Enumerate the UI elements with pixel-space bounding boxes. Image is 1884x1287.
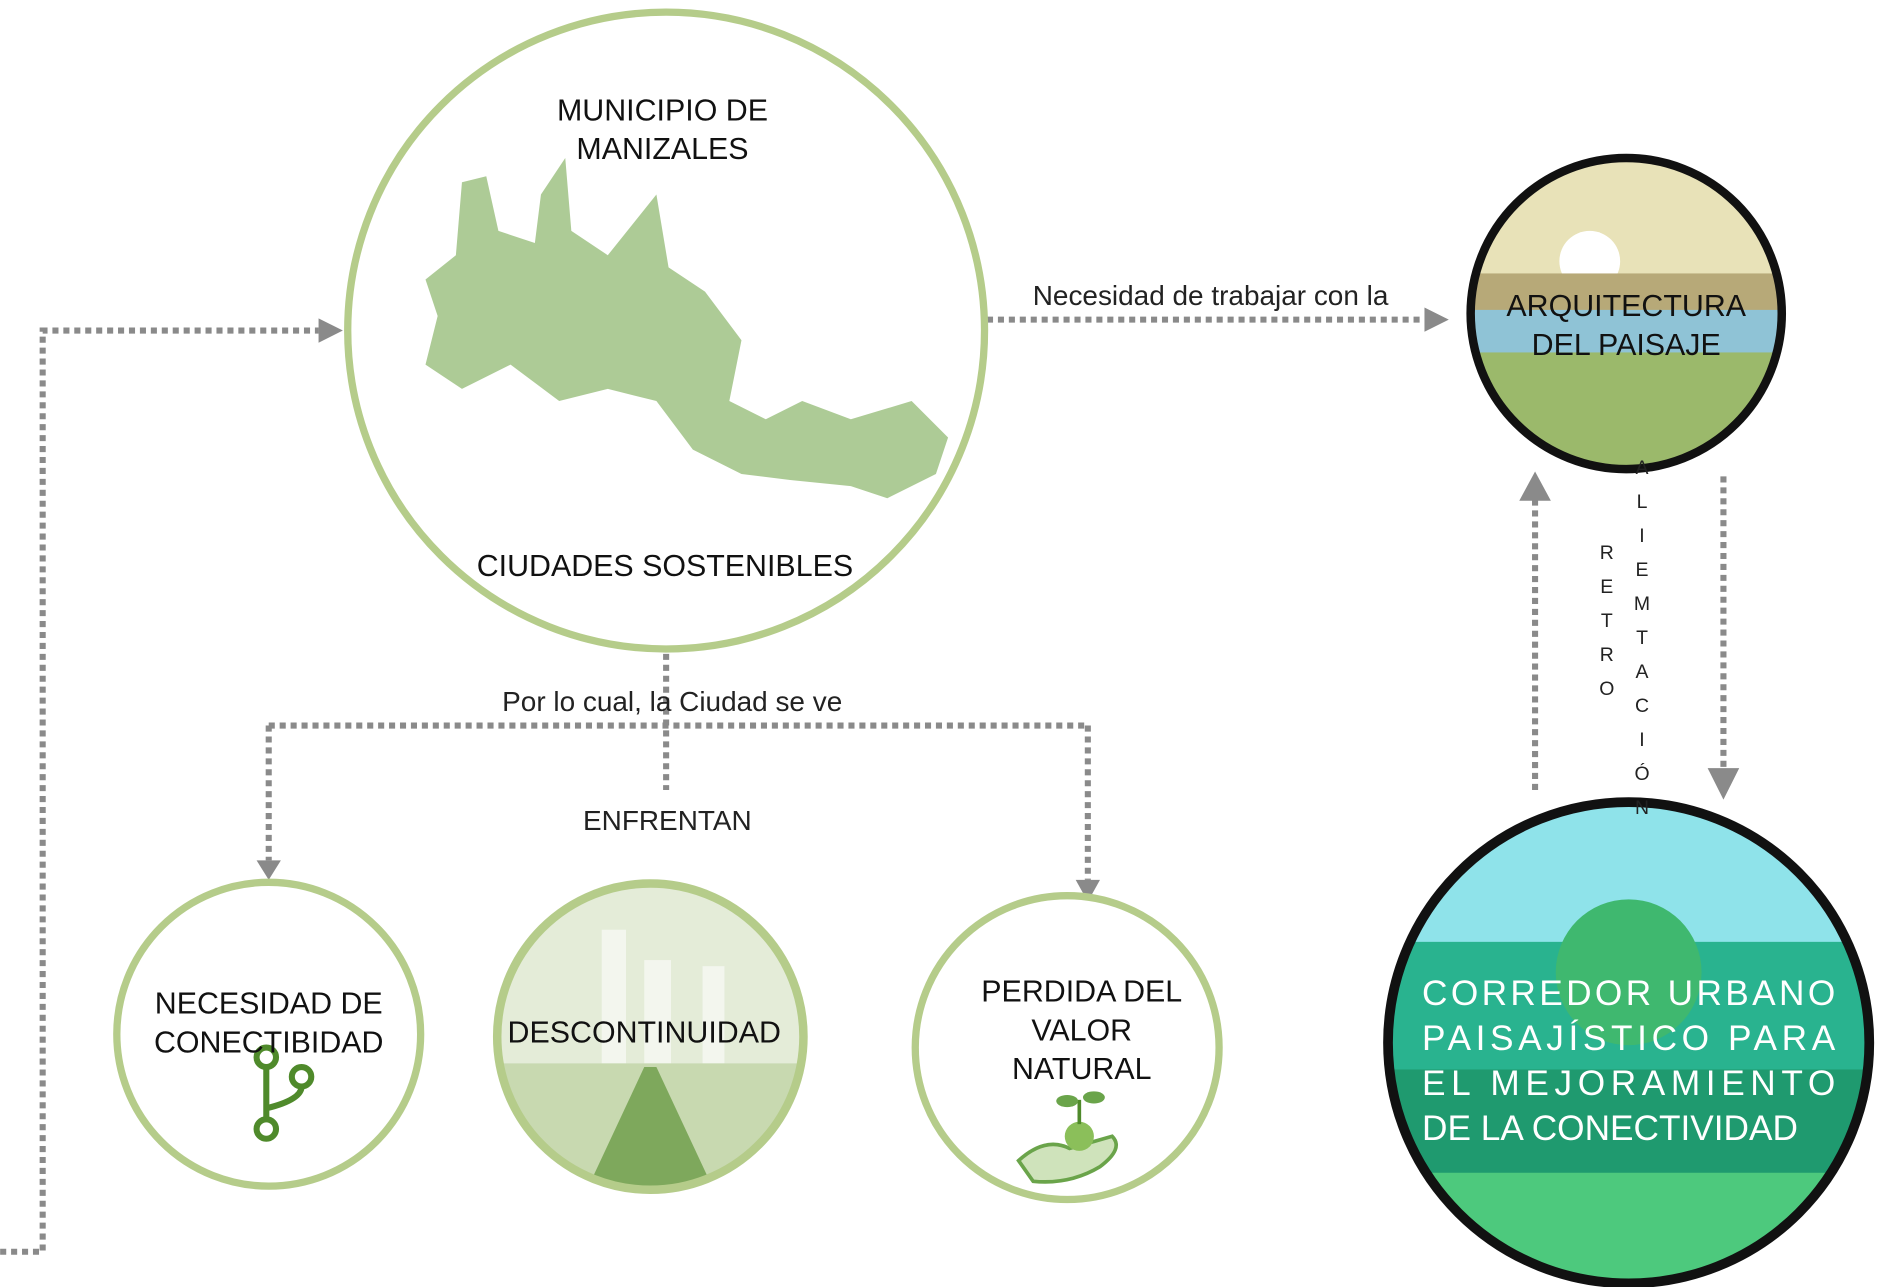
plant-icon [1016, 1091, 1118, 1184]
node-label: NATURAL [1012, 1052, 1152, 1086]
map [425, 157, 949, 499]
connectors [0, 307, 1740, 1255]
node-label: EL MEJORAMIENTO [1422, 1064, 1835, 1103]
node-label: DE LA CONECTIVIDAD [1422, 1109, 1798, 1148]
node-label: CORREDOR URBANO [1422, 974, 1835, 1013]
forest [1390, 804, 1867, 1281]
node-label: VALOR [1031, 1013, 1132, 1047]
title-line: MANIZALES [576, 132, 748, 166]
corredor-label: CORREDOR URBANO PAISAJÍSTICO PARA EL MEJOR… [1422, 974, 1836, 1148]
perdida-circle [911, 892, 1223, 1204]
descontinuidad-circle [492, 879, 808, 1195]
node-label: PERDIDA DEL [981, 974, 1182, 1008]
branch-icon [253, 1044, 315, 1142]
node-label: CONECTIBIDAD [154, 1025, 384, 1059]
node-label: ARQUITECTURA [1506, 289, 1746, 323]
edge-label: Necesidad de trabajar con la [1033, 280, 1389, 311]
node-label: DESCONTINUIDAD [508, 1016, 781, 1050]
arquitectura-circle [1466, 153, 1787, 474]
title-line: MUNICIPIO DE [557, 93, 768, 127]
edge-label: Por lo cual, la Ciudad se ve [502, 686, 842, 717]
edge-label: ENFRENTAN [583, 805, 752, 836]
node-label: NECESIDAD DE [155, 987, 383, 1021]
conectibidad-circle [113, 878, 425, 1190]
node-label: CIUDADES SOSTENIBLES [477, 549, 853, 583]
node-label: PAISAJÍSTICO PARA [1422, 1019, 1836, 1058]
node-label: DEL PAISAJE [1532, 328, 1721, 362]
corredor-circle [1383, 797, 1875, 1287]
